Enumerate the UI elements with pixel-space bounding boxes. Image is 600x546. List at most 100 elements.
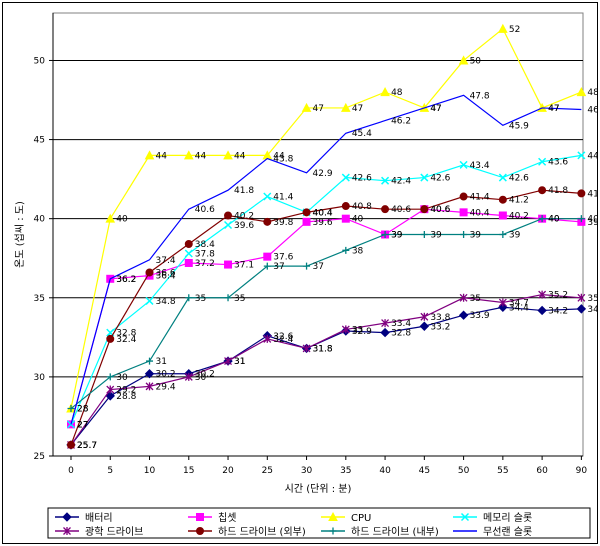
data-label: 40.2: [509, 212, 529, 222]
x-tick-label: 30: [301, 466, 313, 476]
data-label: 47: [430, 104, 441, 114]
data-point: [459, 293, 468, 302]
data-label: 35: [587, 294, 597, 304]
data-point: [577, 189, 586, 198]
data-label: 42.6: [352, 174, 372, 184]
data-point: [576, 87, 587, 97]
data-label: 31: [156, 357, 167, 367]
data-label: 38: [352, 246, 364, 256]
data-point: [538, 186, 547, 195]
data-label: 44: [273, 151, 285, 161]
grid-lines: [53, 59, 583, 378]
y-tick-label: 50: [34, 56, 46, 66]
data-label: 33.9: [470, 311, 490, 321]
data-point: [381, 176, 390, 185]
data-point: [105, 391, 115, 401]
series-line: [70, 294, 582, 446]
data-label: 42.6: [509, 174, 529, 184]
data-label: 28.8: [116, 392, 136, 402]
data-label: 40: [548, 215, 560, 225]
data-label: 46.9: [587, 106, 597, 116]
data-point: [263, 262, 271, 270]
legend-item: 하드 드라이브 (외부): [188, 525, 306, 538]
line-chart: 25 30 35 40 45 50 0 5 10 15 20 25 30 35 40 45 50 55 60 90 2…: [14, 12, 597, 539]
data-label: 44: [156, 151, 168, 161]
data-point: [498, 298, 507, 307]
data-label: 50: [470, 56, 482, 66]
data-point: [67, 440, 75, 449]
data-label: 34.8: [156, 297, 176, 307]
data-label: 40: [548, 215, 560, 225]
data-point: [459, 208, 468, 217]
data-label: 33: [352, 325, 363, 335]
data-label: 30: [195, 373, 207, 383]
data-label: 40: [116, 215, 128, 225]
data-label: 48: [587, 88, 597, 98]
data-point: [538, 290, 547, 299]
data-label: 46.2: [391, 117, 411, 127]
data-point: [538, 157, 547, 166]
legend-label: 칩셋: [218, 512, 236, 524]
x-tick-label: 15: [183, 466, 194, 476]
data-label: 25.7: [77, 441, 97, 451]
data-point: [341, 214, 350, 223]
data-label: 27: [77, 420, 88, 430]
legend-label: 하드 드라이브 (외부): [218, 525, 306, 538]
series-6: [67, 186, 586, 449]
data-label: 39: [430, 231, 442, 241]
data-label: 28: [77, 405, 89, 415]
data-point: [67, 405, 75, 413]
data-label: 39: [391, 231, 403, 241]
x-tick-label: 55: [497, 466, 508, 476]
data-point: [458, 55, 469, 65]
data-point: [419, 321, 430, 331]
x-tick-label: 40: [379, 466, 391, 476]
data-point: [105, 213, 116, 223]
data-point: [499, 231, 507, 238]
y-tick-label: 35: [34, 294, 45, 304]
legend-item: 광학 드라이브: [55, 526, 143, 538]
data-point: [144, 150, 155, 160]
data-point: [576, 304, 587, 314]
data-label: 36.2: [116, 275, 136, 285]
data-label: 34.4: [509, 303, 529, 313]
data-point: [263, 252, 272, 261]
data-point: [538, 215, 546, 223]
series-line: [70, 94, 582, 425]
data-label: 40.4: [313, 208, 333, 218]
data-point: [577, 215, 585, 223]
legend-box: [47, 507, 591, 539]
data-point: [263, 192, 272, 201]
data-label: 47: [548, 104, 559, 114]
data-label: 31: [234, 357, 245, 367]
legend-label: 메모리 슬롯: [483, 512, 532, 524]
data-label: 40.6: [430, 205, 450, 215]
data-label: 43.8: [273, 155, 293, 165]
data-label: 36.6: [156, 268, 176, 278]
data-label: 38.4: [195, 240, 215, 250]
data-label: 47: [313, 104, 324, 114]
data-label: 40: [352, 215, 364, 225]
legend-item: 무선랜 슬롯: [453, 526, 532, 538]
series-8: [70, 94, 582, 425]
data-point: [340, 102, 351, 112]
data-point: [183, 150, 194, 160]
y-tick-label: 40: [34, 215, 46, 225]
data-label: 32.6: [273, 332, 293, 342]
data-label: 39.6: [313, 218, 333, 228]
series-group: [66, 23, 587, 450]
data-point: [329, 527, 337, 535]
x-axis-title: 시간 (단위 : 분): [285, 482, 352, 495]
data-label: 29.2: [116, 386, 136, 396]
data-label: 41.2: [509, 196, 529, 206]
data-point: [459, 160, 468, 169]
series-line: [70, 218, 582, 410]
legend-label: 무선랜 슬롯: [483, 526, 532, 538]
data-point: [224, 211, 233, 220]
data-point: [224, 260, 233, 269]
data-point: [185, 294, 193, 302]
series-line: [70, 27, 582, 409]
data-point: [380, 327, 390, 338]
